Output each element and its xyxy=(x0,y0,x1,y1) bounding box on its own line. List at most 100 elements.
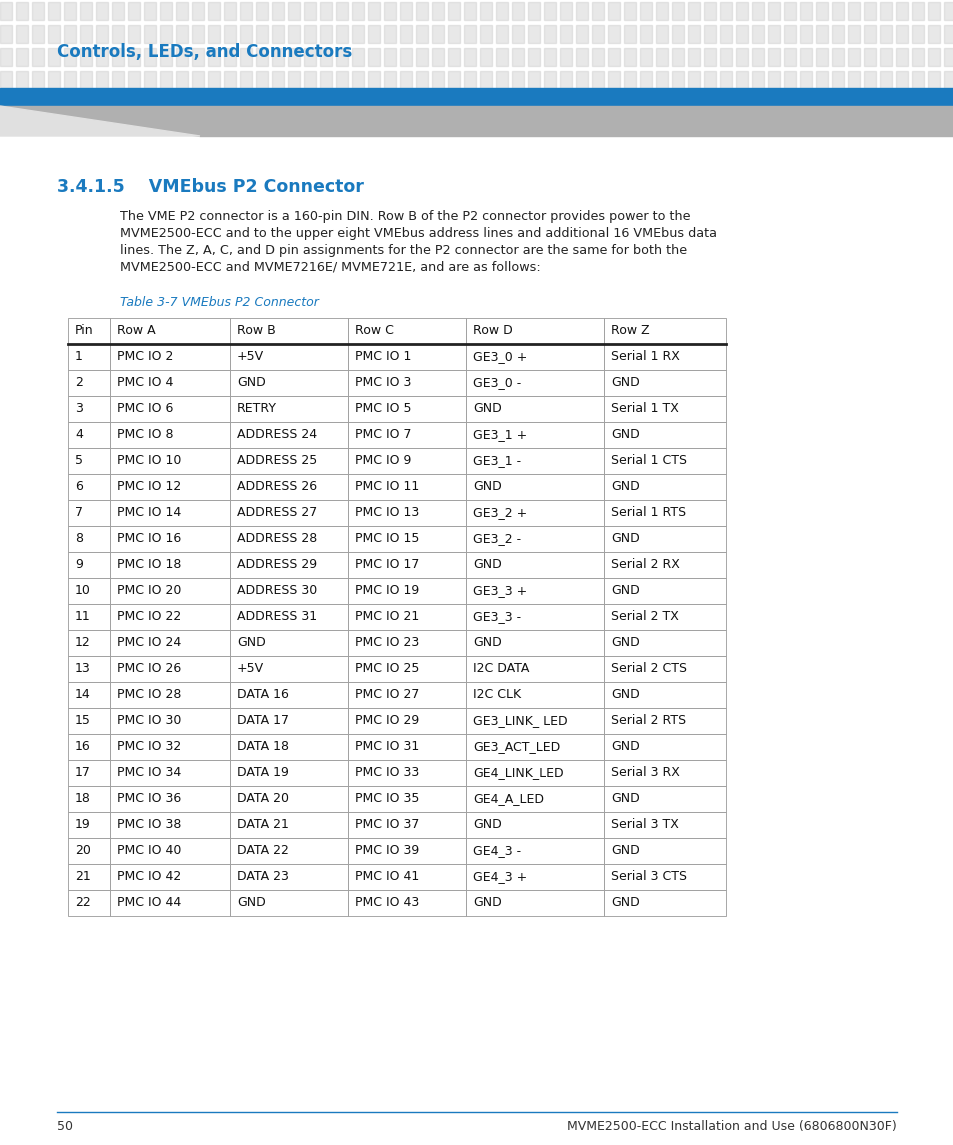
Bar xyxy=(687,71,700,89)
Text: PMC IO 41: PMC IO 41 xyxy=(355,870,418,884)
Bar xyxy=(348,396,465,423)
Bar xyxy=(255,2,268,19)
Text: PMC IO 23: PMC IO 23 xyxy=(355,637,418,649)
Text: PMC IO 30: PMC IO 30 xyxy=(117,714,181,727)
Text: GND: GND xyxy=(473,897,501,909)
Bar xyxy=(68,396,110,423)
Bar xyxy=(879,25,891,44)
Bar xyxy=(465,605,603,630)
Text: PMC IO 36: PMC IO 36 xyxy=(117,792,181,805)
Bar xyxy=(512,2,523,19)
Bar xyxy=(68,344,110,370)
Bar xyxy=(230,605,348,630)
Bar xyxy=(671,71,683,89)
Bar xyxy=(448,71,459,89)
Text: PMC IO 6: PMC IO 6 xyxy=(117,403,173,416)
Text: MVME2500-ECC Installation and Use (6806800N30F): MVME2500-ECC Installation and Use (68068… xyxy=(567,1120,896,1134)
Text: Serial 1 TX: Serial 1 TX xyxy=(610,403,679,416)
Bar xyxy=(230,423,348,448)
Bar xyxy=(160,71,172,89)
Text: PMC IO 19: PMC IO 19 xyxy=(355,584,418,598)
Bar xyxy=(230,552,348,578)
Bar xyxy=(348,318,465,343)
Text: PMC IO 12: PMC IO 12 xyxy=(117,481,181,493)
Bar xyxy=(847,71,859,89)
Text: 3: 3 xyxy=(75,403,83,416)
Bar xyxy=(348,500,465,526)
Bar xyxy=(68,318,110,343)
Bar xyxy=(603,423,725,448)
Bar xyxy=(576,25,587,44)
Bar xyxy=(751,25,763,44)
Bar xyxy=(0,25,12,44)
Bar xyxy=(465,474,603,500)
Bar xyxy=(348,890,465,916)
Bar xyxy=(559,25,572,44)
Bar xyxy=(208,25,220,44)
Bar xyxy=(943,25,953,44)
Bar xyxy=(32,2,44,19)
Text: 8: 8 xyxy=(75,532,83,545)
Text: GND: GND xyxy=(610,845,639,858)
Bar xyxy=(192,25,204,44)
Bar xyxy=(192,48,204,66)
Bar xyxy=(32,71,44,89)
Text: Row A: Row A xyxy=(117,324,155,338)
Text: PMC IO 18: PMC IO 18 xyxy=(117,559,181,571)
Bar xyxy=(112,71,124,89)
Bar xyxy=(687,48,700,66)
Bar xyxy=(348,812,465,838)
Bar xyxy=(230,708,348,734)
Bar xyxy=(592,2,603,19)
Bar xyxy=(16,71,28,89)
Bar xyxy=(603,864,725,890)
Text: I2C CLK: I2C CLK xyxy=(473,688,520,702)
Bar xyxy=(465,838,603,864)
Text: 18: 18 xyxy=(75,792,91,805)
Bar xyxy=(272,2,284,19)
Text: Controls, LEDs, and Connectors: Controls, LEDs, and Connectors xyxy=(57,44,352,61)
Bar xyxy=(465,890,603,916)
Text: DATA 16: DATA 16 xyxy=(236,688,289,702)
Bar xyxy=(603,370,725,396)
Text: GND: GND xyxy=(610,897,639,909)
Bar xyxy=(208,48,220,66)
Bar xyxy=(110,578,230,605)
Bar xyxy=(68,682,110,708)
Bar xyxy=(96,71,108,89)
Bar xyxy=(110,630,230,656)
Text: 12: 12 xyxy=(75,637,91,649)
Bar xyxy=(623,2,636,19)
Text: ADDRESS 29: ADDRESS 29 xyxy=(236,559,316,571)
Bar xyxy=(368,48,379,66)
Bar xyxy=(465,500,603,526)
Bar xyxy=(68,890,110,916)
Text: ADDRESS 26: ADDRESS 26 xyxy=(236,481,316,493)
Text: 20: 20 xyxy=(75,845,91,858)
Bar xyxy=(348,370,465,396)
Bar xyxy=(230,656,348,682)
Text: GND: GND xyxy=(610,481,639,493)
Bar xyxy=(230,785,348,812)
Bar xyxy=(815,25,827,44)
Bar xyxy=(783,25,795,44)
Bar xyxy=(639,25,651,44)
Bar xyxy=(368,71,379,89)
Text: Serial 2 CTS: Serial 2 CTS xyxy=(610,663,686,676)
Text: GE4_LINK_LED: GE4_LINK_LED xyxy=(473,766,563,780)
Bar xyxy=(592,71,603,89)
Bar xyxy=(479,71,492,89)
Bar xyxy=(496,48,507,66)
Bar xyxy=(831,25,843,44)
Bar xyxy=(224,25,235,44)
Text: PMC IO 10: PMC IO 10 xyxy=(117,455,181,467)
Text: 21: 21 xyxy=(75,870,91,884)
Bar xyxy=(720,71,731,89)
Bar xyxy=(175,25,188,44)
Bar xyxy=(687,2,700,19)
Text: 19: 19 xyxy=(75,819,91,831)
Text: GND: GND xyxy=(473,403,501,416)
Text: Serial 3 TX: Serial 3 TX xyxy=(610,819,679,831)
Bar xyxy=(767,25,780,44)
Text: GND: GND xyxy=(610,741,639,753)
